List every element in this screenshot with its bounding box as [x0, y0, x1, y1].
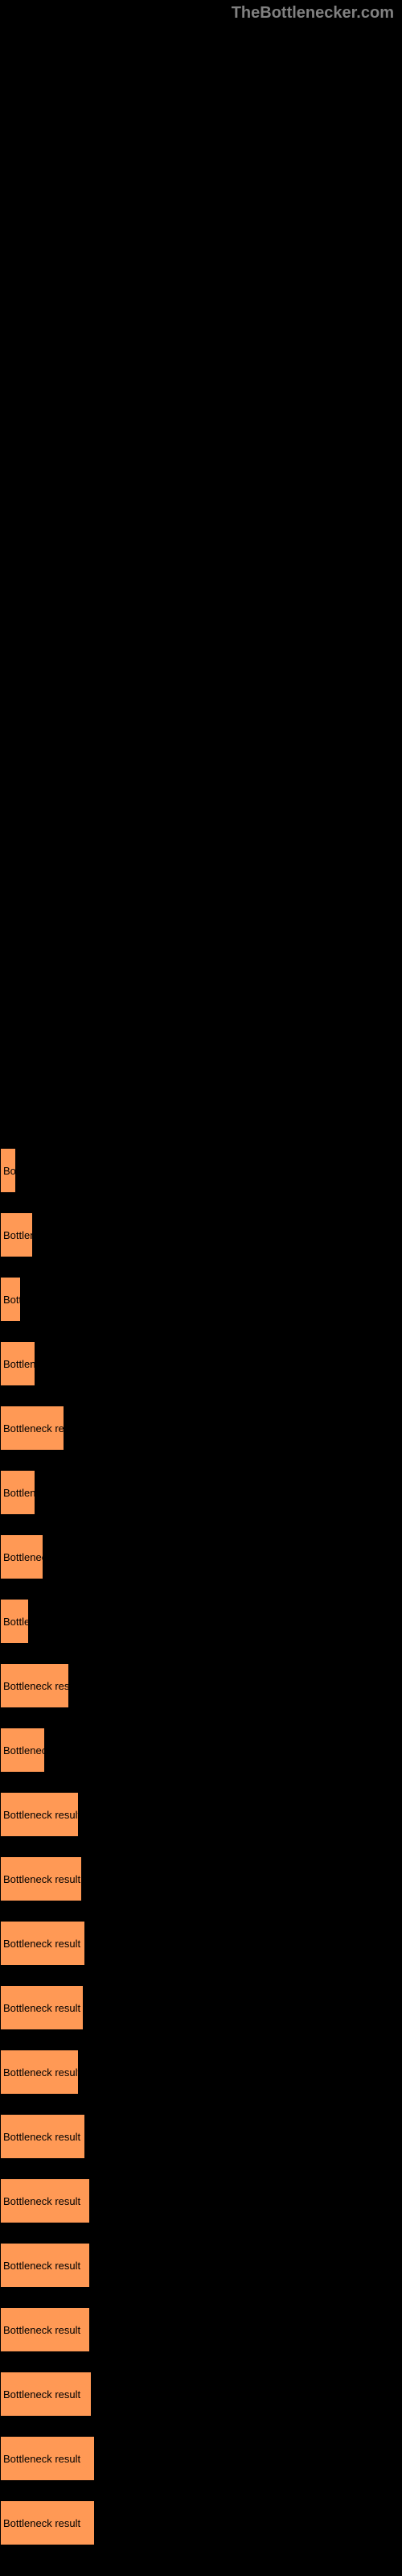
chart-bar: Bottleneck result: [0, 1792, 79, 1837]
chart-bar: Bottleneck result: [0, 1985, 84, 2030]
chart-bar: Bottleneck result: [0, 1470, 35, 1515]
chart-bar: Bottleneck result: [0, 2050, 79, 2095]
chart-area: Bottleneck result Bottleneck result Bottle…: [0, 0, 402, 2576]
chart-bar: Bottleneck result: [0, 2243, 90, 2288]
chart-bar: Bottleneck result: [0, 2178, 90, 2223]
chart-bar: Bottleneck result: [0, 1921, 85, 1966]
chart-bar: Bottleneck result: [0, 2500, 95, 2545]
chart-bar: Bottleneck result: [0, 1277, 21, 1322]
chart-bar: Bottleneck result: [0, 1728, 45, 1773]
chart-bar: Bottleneck result: [0, 1856, 82, 1901]
chart-bar: Bottleneck result: [0, 1148, 16, 1193]
watermark-text: TheBottlenecker.com: [232, 4, 394, 23]
chart-bar: Bottleneck result: [0, 2436, 95, 2481]
chart-bar: Bottleneck result: [0, 2307, 90, 2352]
chart-bar: Bottleneck result: [0, 1663, 69, 1708]
chart-bar: Bottleneck result: [0, 1534, 43, 1579]
chart-bar: Bottleneck result: [0, 1212, 33, 1257]
chart-bar: Bottleneck result: [0, 2114, 85, 2159]
chart-bar: Bottleneck result: [0, 2372, 92, 2417]
chart-bar: Bottleneck result: [0, 1341, 35, 1386]
chart-bar: Bottleneck result: [0, 1406, 64, 1451]
chart-bar: Bottleneck result: [0, 1599, 29, 1644]
